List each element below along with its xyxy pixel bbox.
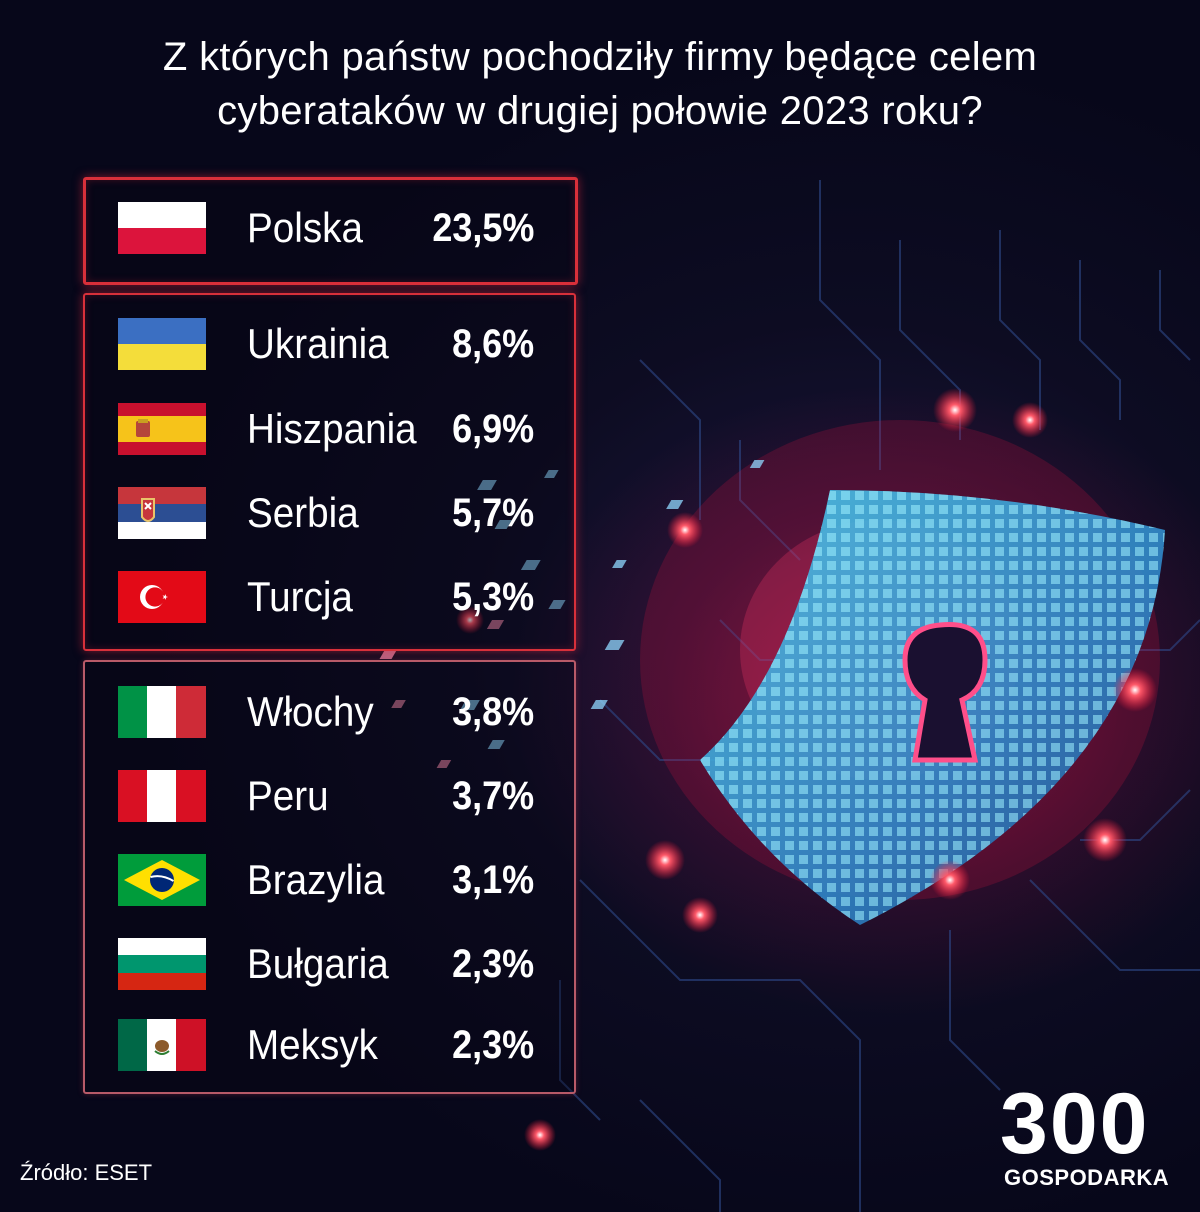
turkey-flag-icon xyxy=(118,571,206,623)
percent-value: 2,3% xyxy=(451,1023,534,1067)
percent-value: 5,7% xyxy=(451,491,534,535)
logo-number: 300 xyxy=(1000,1076,1150,1172)
table-row: Bułgaria 2,3% xyxy=(0,938,1200,998)
title-line-1: Z których państw pochodziły firmy będące… xyxy=(162,35,1038,79)
country-name: Brazylia xyxy=(247,856,385,903)
country-name: Włochy xyxy=(247,688,374,735)
spain-flag-icon xyxy=(118,403,206,455)
glow-dots xyxy=(456,388,1157,1151)
ukraine-flag-icon xyxy=(118,318,206,370)
table-row: Serbia 5,7% xyxy=(0,487,1200,547)
table-row: Polska 23,5% xyxy=(0,202,1200,262)
country-name: Bułgaria xyxy=(247,940,389,987)
table-row: Hiszpania 6,9% xyxy=(0,403,1200,463)
source-note: Źródło: ESET xyxy=(20,1160,153,1185)
percent-value: 3,8% xyxy=(451,690,534,734)
country-name: Turcja xyxy=(247,573,353,620)
percent-value: 8,6% xyxy=(451,322,534,366)
percent-value: 3,1% xyxy=(451,858,534,902)
country-name: Serbia xyxy=(247,489,359,536)
mexico-flag-icon xyxy=(118,1019,206,1071)
percent-value: 23,5% xyxy=(431,206,534,250)
poland-flag-icon xyxy=(118,202,206,254)
logo-label: GOSPODARKA xyxy=(1004,1165,1170,1190)
country-name: Hiszpania xyxy=(247,405,417,452)
chart-title: Z których państw pochodziły firmy będące… xyxy=(0,30,1200,138)
brand-logo: 300 GOSPODARKA xyxy=(1000,1076,1182,1190)
country-name: Polska xyxy=(247,204,363,251)
title-line-2: cyberataków w drugiej połowie 2023 roku? xyxy=(217,89,983,133)
percent-value: 2,3% xyxy=(451,942,534,986)
table-row: Brazylia 3,1% xyxy=(0,854,1200,914)
bulgaria-flag-icon xyxy=(118,938,206,990)
country-name: Ukrainia xyxy=(247,320,389,367)
percent-value: 3,7% xyxy=(451,774,534,818)
country-name: Peru xyxy=(247,772,329,819)
percent-value: 5,3% xyxy=(451,575,534,619)
shield-icon xyxy=(700,490,1165,925)
country-name: Meksyk xyxy=(247,1021,378,1068)
pink-particles xyxy=(379,620,505,768)
table-row: Turcja 5,3% xyxy=(0,571,1200,631)
brazil-flag-icon xyxy=(118,854,206,906)
pixel-particles xyxy=(460,460,765,749)
table-row: Włochy 3,8% xyxy=(0,686,1200,746)
table-row: Peru 3,7% xyxy=(0,770,1200,830)
peru-flag-icon xyxy=(118,770,206,822)
percent-value: 6,9% xyxy=(451,407,534,451)
italy-flag-icon xyxy=(118,686,206,738)
serbia-flag-icon xyxy=(118,487,206,539)
table-row: Meksyk 2,3% xyxy=(0,1019,1200,1079)
table-row: Ukrainia 8,6% xyxy=(0,318,1200,378)
